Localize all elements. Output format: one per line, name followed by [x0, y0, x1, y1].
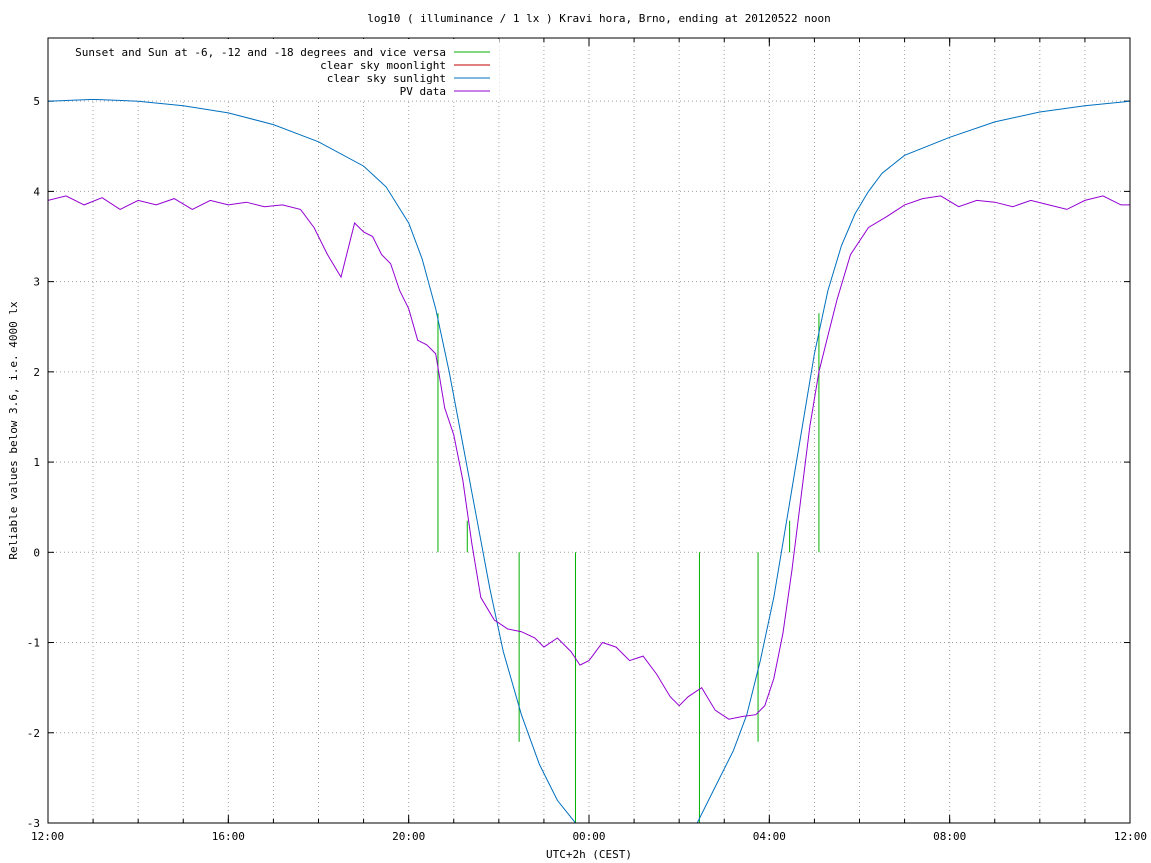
y-tick-label: 1 — [33, 456, 40, 469]
y-tick-label: -3 — [27, 817, 40, 830]
y-tick-label: 0 — [33, 546, 40, 559]
plot-frame — [47, 37, 1131, 824]
y-tick-label: 4 — [33, 185, 40, 198]
legend-label: Sunset and Sun at -6, -12 and -18 degree… — [75, 46, 446, 59]
legend-label: clear sky moonlight — [320, 59, 446, 72]
x-tick-label: 12:00 — [31, 830, 64, 843]
series-group — [48, 98, 1130, 823]
x-tick-label: 12:00 — [1114, 830, 1147, 843]
legend-label: PV data — [400, 85, 446, 98]
x-tick-label: 20:00 — [392, 830, 425, 843]
legend-background — [49, 39, 499, 99]
y-tick-label: -2 — [27, 727, 40, 740]
legend-label: clear sky sunlight — [327, 72, 446, 85]
y-tick-label: 2 — [33, 366, 40, 379]
y-tick-label: 3 — [33, 276, 40, 289]
y-axis-label: Reliable values below 3.6, i.e. 4000 lx — [7, 301, 20, 560]
y-tick-labels: -3 -2 -1 0 1 2 3 4 5 — [27, 95, 41, 830]
x-tick-labels: 12:00 16:00 20:00 00:00 04:00 08:00 12:00 — [31, 830, 1147, 843]
pv-data-line — [48, 195, 1130, 720]
y-tick-label: -1 — [27, 637, 40, 650]
grid — [48, 38, 1130, 824]
x-tick-label: 00:00 — [572, 830, 605, 843]
y-tick-label: 5 — [33, 95, 40, 108]
x-axis-label: UTC+2h (CEST) — [546, 848, 632, 861]
x-tick-label: 04:00 — [753, 830, 786, 843]
clear-sky-sunlight-line — [48, 98, 1130, 823]
x-tick-label: 16:00 — [212, 830, 245, 843]
x-tick-label: 08:00 — [933, 830, 966, 843]
chart-title: log10 ( illuminance / 1 lx ) Kravi hora,… — [367, 12, 831, 25]
legend: Sunset and Sun at -6, -12 and -18 degree… — [75, 46, 490, 98]
